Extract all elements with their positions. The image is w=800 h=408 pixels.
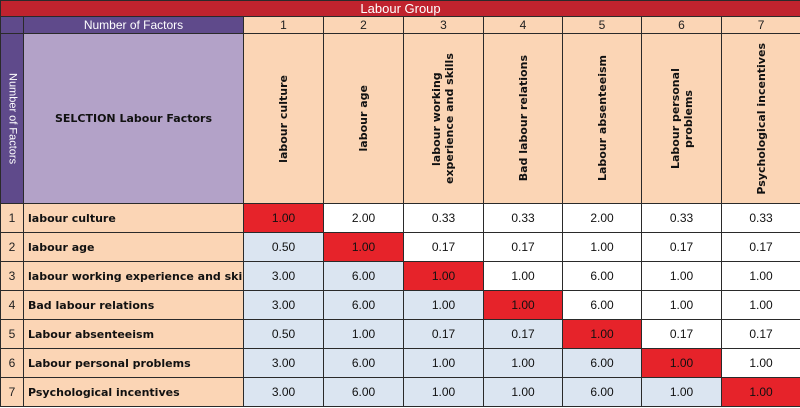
diagonal-cell: 1.00 xyxy=(562,319,642,349)
column-number: 5 xyxy=(562,16,642,34)
diagonal-cell: 1.00 xyxy=(483,290,563,320)
matrix-cell: 1.00 xyxy=(403,290,484,320)
matrix-cell: 6.00 xyxy=(562,377,642,407)
matrix-cell: 6.00 xyxy=(323,348,404,378)
matrix-cell: 1.00 xyxy=(562,232,642,262)
matrix-cell: 1.00 xyxy=(403,348,484,378)
row-label: labour age xyxy=(23,232,244,262)
corner-cell xyxy=(0,16,24,34)
row-index: 5 xyxy=(0,319,24,349)
matrix-cell: 0.33 xyxy=(483,203,563,233)
diagonal-cell: 1.00 xyxy=(323,232,404,262)
column-header: Labour personal problems xyxy=(641,33,722,204)
matrix-cell: 6.00 xyxy=(323,290,404,320)
matrix-cell: 6.00 xyxy=(562,290,642,320)
matrix-cell: 1.00 xyxy=(720,348,800,378)
matrix-cell: 3.00 xyxy=(243,261,324,291)
diagonal-cell: 1.00 xyxy=(720,377,800,407)
diagonal-cell: 1.00 xyxy=(243,203,324,233)
column-number: 6 xyxy=(641,16,722,34)
table-title: Labour Group xyxy=(0,0,800,17)
matrix-cell: 0.33 xyxy=(403,203,484,233)
table-row: 7 Psychological incentives 3.00 6.00 1.0… xyxy=(0,377,800,407)
table-row: 6 Labour personal problems 3.00 6.00 1.0… xyxy=(0,348,800,378)
matrix-cell: 1.00 xyxy=(323,319,404,349)
matrix-cell: 1.00 xyxy=(483,348,563,378)
matrix-cell: 0.17 xyxy=(403,319,484,349)
column-header: Bad labour relations xyxy=(483,33,563,204)
row-label: labour working experience and skills xyxy=(23,261,244,291)
row-label: Labour personal problems xyxy=(23,348,244,378)
matrix-cell: 0.17 xyxy=(483,232,563,262)
matrix-cell: 0.17 xyxy=(720,232,800,262)
column-number: 4 xyxy=(483,16,563,34)
matrix-cell: 0.17 xyxy=(483,319,563,349)
column-header: labour age xyxy=(323,33,404,204)
matrix-cell: 6.00 xyxy=(562,261,642,291)
row-index: 3 xyxy=(0,261,24,291)
table-row: 2 labour age 0.50 1.00 0.17 0.17 1.00 0.… xyxy=(0,232,800,262)
matrix-cell: 1.00 xyxy=(641,290,722,320)
side-label: Number of Factors xyxy=(6,72,19,165)
matrix-cell: 3.00 xyxy=(243,377,324,407)
matrix-cell: 2.00 xyxy=(562,203,642,233)
column-header-label: Bad labour relations xyxy=(516,55,530,182)
matrix-cell: 1.00 xyxy=(483,261,563,291)
matrix-cell: 0.17 xyxy=(641,319,722,349)
row-index: 6 xyxy=(0,348,24,378)
matrix-cell: 6.00 xyxy=(323,261,404,291)
column-header: Psychological incentives xyxy=(720,33,800,204)
matrix-cell: 0.33 xyxy=(720,203,800,233)
matrix-cell: 1.00 xyxy=(720,261,800,291)
column-number: 1 xyxy=(243,16,324,34)
side-label-cell: Number of Factors xyxy=(0,33,24,204)
column-header-label: Labour absenteeism xyxy=(595,55,609,182)
table-row: 4 Bad labour relations 3.00 6.00 1.00 1.… xyxy=(0,290,800,320)
diagonal-cell: 1.00 xyxy=(403,261,484,291)
row-label: Labour absenteeism xyxy=(23,319,244,349)
matrix-cell: 6.00 xyxy=(562,348,642,378)
matrix-cell: 1.00 xyxy=(403,377,484,407)
row-label: Psychological incentives xyxy=(23,377,244,407)
matrix-cell: 1.00 xyxy=(641,377,722,407)
row-label: Bad labour relations xyxy=(23,290,244,320)
selection-label: SELCTION Labour Factors xyxy=(23,33,244,204)
table-row: 1 labour culture 1.00 2.00 0.33 0.33 2.0… xyxy=(0,203,800,233)
matrix-cell: 0.17 xyxy=(720,319,800,349)
matrix-cell: 0.17 xyxy=(641,232,722,262)
table-row: 5 Labour absenteeism 0.50 1.00 0.17 0.17… xyxy=(0,319,800,349)
column-number: 7 xyxy=(720,16,800,34)
row-index: 4 xyxy=(0,290,24,320)
matrix-cell: 6.00 xyxy=(323,377,404,407)
column-header-label: Labour personal problems xyxy=(668,68,695,169)
matrix-cell: 0.33 xyxy=(641,203,722,233)
matrix-cell: 1.00 xyxy=(720,290,800,320)
matrix-cell: 3.00 xyxy=(243,290,324,320)
matrix-cell: 1.00 xyxy=(483,377,563,407)
column-header: labour working experience and skills xyxy=(403,33,484,204)
column-number: 2 xyxy=(323,16,404,34)
column-header-label: labour working experience and skills xyxy=(429,53,456,184)
matrix-cell: 0.50 xyxy=(243,319,324,349)
column-header: Labour absenteeism xyxy=(562,33,642,204)
column-header-label: labour culture xyxy=(277,74,290,163)
column-header-label: labour age xyxy=(357,85,370,152)
row-label: labour culture xyxy=(23,203,244,233)
diagonal-cell: 1.00 xyxy=(641,348,722,378)
matrix-cell: 1.00 xyxy=(641,261,722,291)
matrix-cell: 0.17 xyxy=(403,232,484,262)
row-index: 1 xyxy=(0,203,24,233)
column-header: labour culture xyxy=(243,33,324,204)
matrix-cell: 3.00 xyxy=(243,348,324,378)
row-index: 2 xyxy=(0,232,24,262)
column-number: 3 xyxy=(403,16,484,34)
row-index: 7 xyxy=(0,377,24,407)
number-of-factors-header: Number of Factors xyxy=(23,16,244,34)
matrix-cell: 0.50 xyxy=(243,232,324,262)
table-row: 3 labour working experience and skills 3… xyxy=(0,261,800,291)
column-header-label: Psychological incentives xyxy=(754,42,768,195)
matrix-cell: 2.00 xyxy=(323,203,404,233)
